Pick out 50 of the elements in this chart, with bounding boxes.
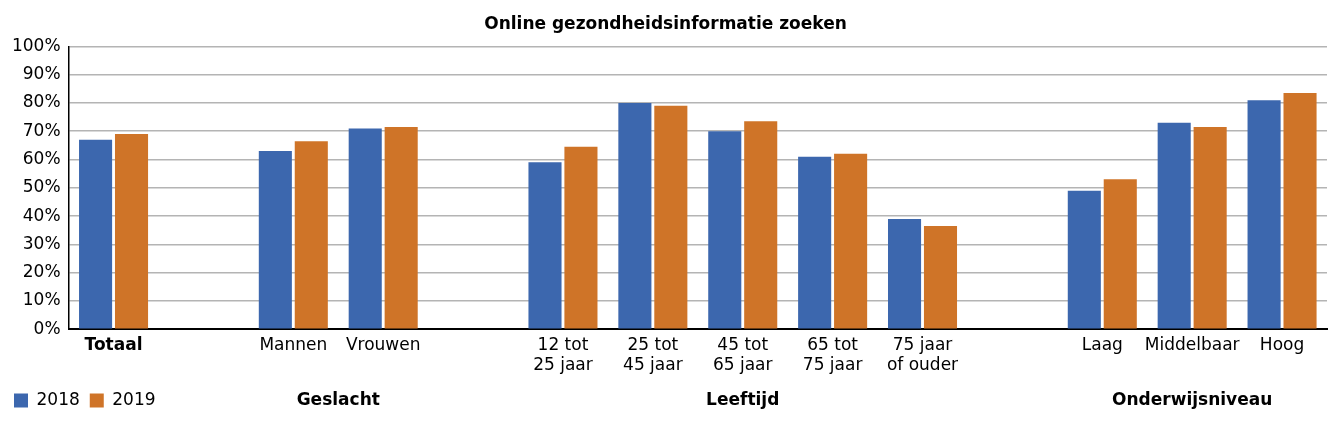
- x-tick-label: Mannen: [259, 333, 328, 354]
- y-tick-label: 60%: [22, 147, 61, 168]
- x-tick-label: Vrouwen: [345, 333, 421, 354]
- bar: [923, 225, 958, 329]
- y-tick-label: 50%: [22, 176, 61, 197]
- y-tick-label: 90%: [22, 63, 61, 84]
- y-tick-label: 20%: [22, 261, 61, 282]
- bar: [888, 218, 922, 329]
- bar: [654, 105, 688, 329]
- chart-title: Online gezondheidsinformatie zoeken: [484, 12, 847, 33]
- x-tick-label: Laag: [1081, 333, 1123, 354]
- bar: [528, 162, 562, 329]
- bar: [708, 131, 742, 329]
- y-tick-label: 70%: [22, 119, 61, 140]
- y-tick-label: 10%: [22, 289, 61, 310]
- x-tick-label: 25 tot 45 jaar: [623, 333, 683, 375]
- bar: [1157, 122, 1191, 329]
- x-tick-label: 45 tot 65 jaar: [712, 333, 773, 375]
- text: Leeftijd: [706, 388, 780, 409]
- y-tick-label: 40%: [22, 204, 61, 225]
- y-tick-label: 30%: [22, 232, 61, 253]
- x-tick-label: Totaal: [84, 333, 143, 354]
- text: Geslacht: [296, 388, 380, 409]
- bar: [744, 121, 778, 329]
- bar: [294, 141, 328, 329]
- bar: [1283, 93, 1317, 329]
- bar: [1067, 190, 1101, 329]
- bar: [564, 146, 598, 329]
- legend-label: 2019: [112, 388, 156, 409]
- bar: [1193, 127, 1227, 329]
- text: Onderwijsniveau: [1112, 388, 1273, 409]
- x-tick-label: 12 tot 25 jaar: [533, 333, 593, 375]
- bar: [1103, 179, 1137, 329]
- bar: [258, 151, 292, 329]
- x-tick-label: Middelbaar: [1144, 333, 1240, 354]
- x-tick-label: 75 jaar of ouder: [886, 333, 959, 375]
- bar: [79, 139, 113, 329]
- bar: [384, 127, 418, 329]
- y-tick-label: 80%: [22, 91, 61, 112]
- bar: [348, 128, 382, 329]
- x-tick-label: 65 tot 75 jaar: [802, 333, 863, 375]
- bar: [798, 156, 832, 329]
- bar: [1247, 100, 1281, 329]
- y-tick-label: 0%: [33, 317, 61, 338]
- x-tick-label: Hoog: [1259, 333, 1305, 354]
- bar: [114, 134, 149, 329]
- bar: [834, 153, 868, 329]
- y-tick-label: 100%: [11, 34, 61, 55]
- legend-label: 2018: [36, 388, 80, 409]
- bar: [618, 102, 652, 329]
